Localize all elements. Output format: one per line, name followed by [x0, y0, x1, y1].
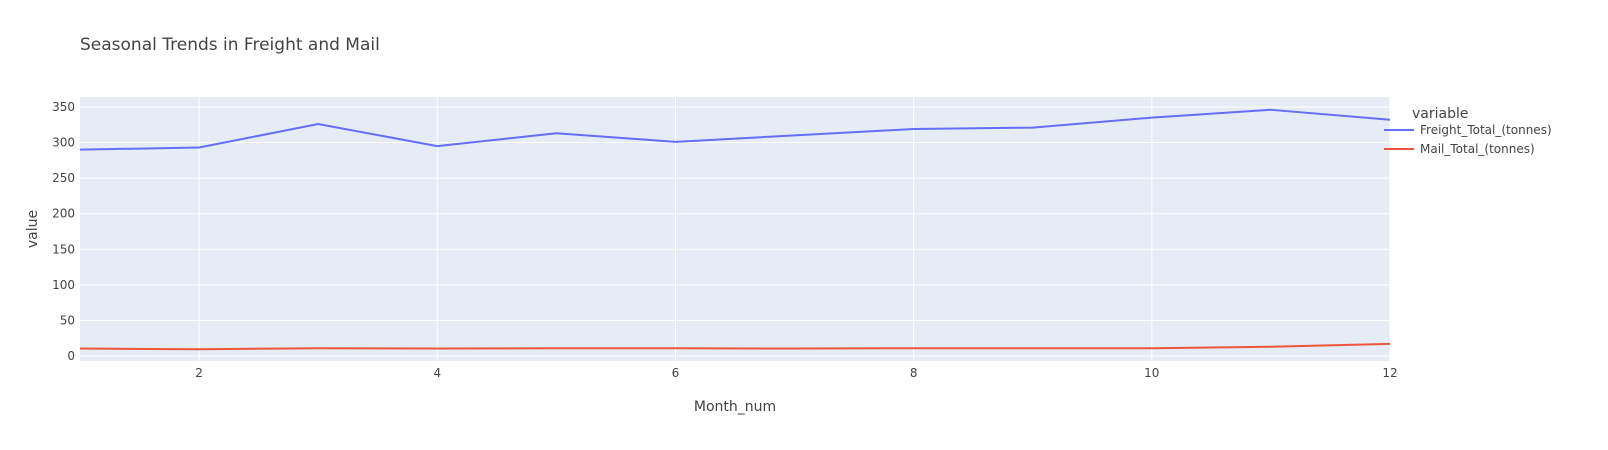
- y-tick-label: 0: [67, 349, 75, 363]
- y-tick-label: 350: [52, 100, 75, 114]
- y-tick-label: 150: [52, 242, 75, 256]
- y-tick-label: 100: [52, 278, 75, 292]
- series-lines: [79, 108, 1391, 351]
- y-tick-label: 250: [52, 171, 75, 185]
- y-axis-label: value: [25, 210, 41, 248]
- legend-entry: Mail_Total_(tonnes): [1420, 142, 1535, 156]
- x-tick-labels: 2 4 6 8 10 12: [195, 366, 1397, 380]
- chart-title: Seasonal Trends in Freight and Mail: [80, 35, 380, 55]
- x-tick-label: 12: [1382, 366, 1397, 380]
- x-tick-label: 8: [910, 366, 918, 380]
- x-axis-label: Month_num: [694, 399, 776, 415]
- series-line: [79, 342, 1391, 351]
- plot-background: [80, 97, 1390, 361]
- y-tick-label: 50: [60, 313, 75, 327]
- y-tick-label: 200: [52, 207, 75, 221]
- x-tick-label: 2: [195, 366, 203, 380]
- y-tick-labels: 0 50 100 150 200 250 300 350: [52, 100, 75, 363]
- x-tick-label: 6: [672, 366, 680, 380]
- x-tick-label: 10: [1144, 366, 1159, 380]
- legend-title: variable: [1412, 106, 1468, 122]
- legend[interactable]: variable Freight_Total_(tonnes) Mail_Tota…: [1384, 106, 1552, 156]
- y-tick-label: 300: [52, 136, 75, 150]
- grid-lines: [80, 97, 1391, 361]
- series-line: [79, 108, 1391, 151]
- x-tick-label: 4: [433, 366, 441, 380]
- legend-entry: Freight_Total_(tonnes): [1420, 123, 1552, 137]
